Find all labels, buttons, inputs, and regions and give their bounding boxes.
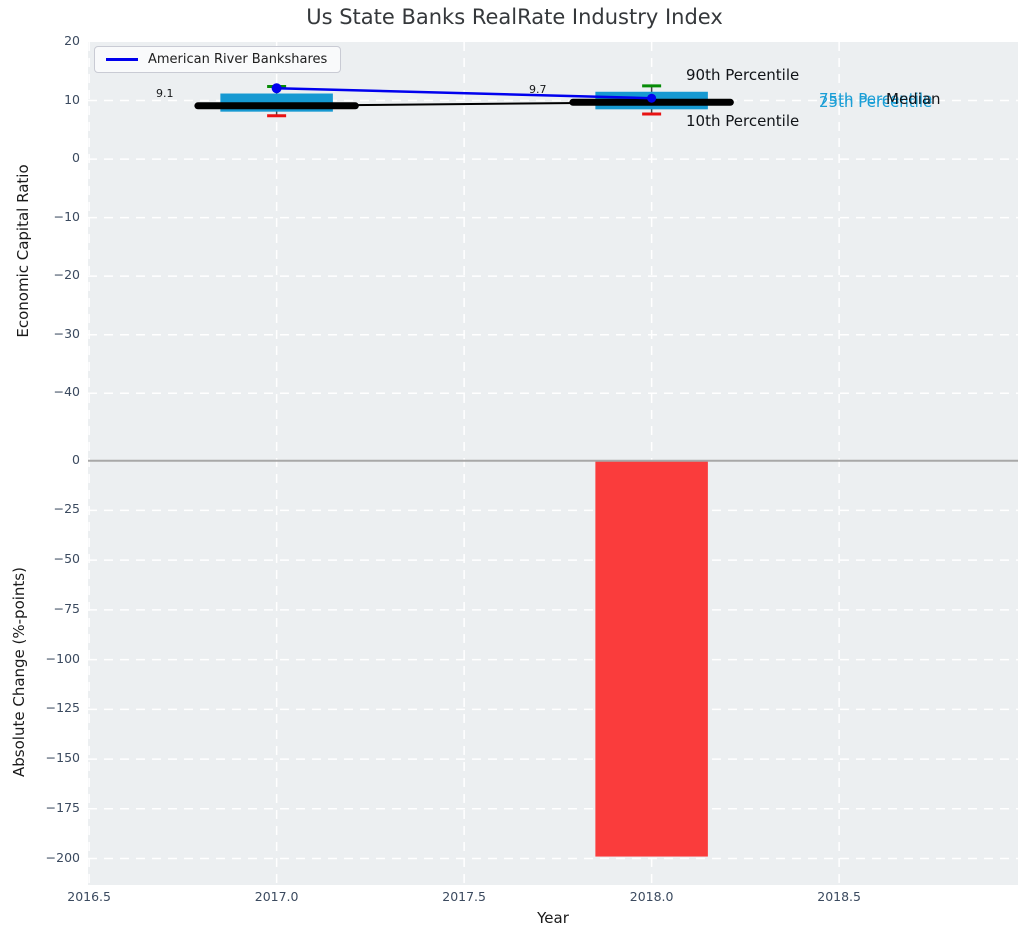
x-tick-label: 2018.5 [817, 889, 861, 904]
series-marker [647, 93, 657, 103]
annotation-10th-percentile: 10th Percentile [686, 112, 800, 130]
annotation-90th-percentile: 90th Percentile [686, 66, 800, 84]
x-tick-label: 2016.5 [67, 889, 111, 904]
x-tick-label: 2017.5 [442, 889, 486, 904]
bottom-y-tick-label: −200 [45, 849, 80, 865]
series-marker [271, 83, 282, 94]
plot-area [88, 42, 1018, 885]
annotation-median: Median [886, 90, 941, 108]
bottom-y-axis-label: Absolute Change (%-points) [10, 567, 28, 777]
x-tick-label: 2018.0 [629, 889, 674, 904]
top-y-tick-label: −20 [53, 267, 80, 283]
bottom-y-tick-label: 0 [72, 451, 80, 467]
legend: American River Bankshares [94, 46, 342, 73]
legend-series-label: American River Bankshares [148, 52, 328, 67]
top-y-tick-label: 0 [72, 150, 80, 166]
legend-line-swatch [106, 58, 138, 61]
top-y-tick-label: 20 [64, 33, 80, 48]
annotation-25th-percentile: 25th Percentile [819, 93, 933, 111]
change-bar-2018 [595, 460, 708, 857]
bottom-y-tick-label: −175 [45, 799, 80, 815]
bottom-y-tick-label: −50 [53, 551, 80, 567]
series-line [276, 86, 652, 100]
bottom-y-tick-label: −150 [45, 750, 80, 766]
x-tick-label: 2017.0 [254, 889, 299, 904]
bottom-y-tick-label: −125 [45, 700, 80, 716]
bottom-y-tick-label: −100 [45, 650, 80, 666]
bottom-y-tick-label: −75 [53, 600, 80, 616]
x-axis-label: Year [537, 909, 569, 927]
top-y-tick-label: 10 [64, 91, 80, 107]
median-value-2017: 9.1 [156, 87, 174, 100]
bottom-y-tick-label: −25 [53, 501, 80, 517]
top-y-axis-label: Economic Capital Ratio [14, 164, 32, 338]
top-y-tick-label: −30 [53, 325, 80, 341]
annotation-75th-percentile: 75th Percentile [819, 90, 933, 108]
median-value-2018: 9.7 [529, 83, 547, 96]
chart-title: Us State Banks RealRate Industry Index [306, 5, 723, 29]
top-y-tick-label: −10 [53, 208, 80, 224]
top-y-tick-label: −40 [53, 384, 80, 400]
